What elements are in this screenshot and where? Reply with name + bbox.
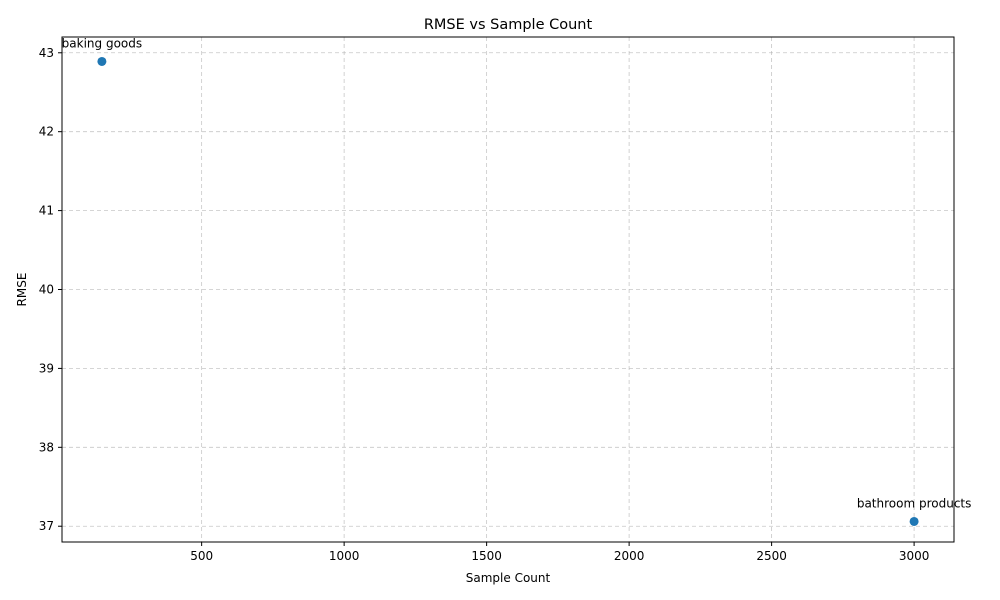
- x-tick-label: 2000: [614, 549, 645, 563]
- y-tick-label: 43: [39, 46, 54, 60]
- point-annotations: baking goods bathroom products: [62, 36, 972, 510]
- y-tick-label: 37: [39, 519, 54, 533]
- y-tick-label: 39: [39, 361, 54, 375]
- grid-lines: [62, 37, 954, 542]
- y-tick-label: 42: [39, 125, 54, 139]
- chart-title: RMSE vs Sample Count: [424, 17, 593, 33]
- x-tick-label: 500: [190, 549, 213, 563]
- point-label: baking goods: [62, 36, 142, 50]
- scatter-point: [97, 56, 107, 66]
- y-tick-label: 41: [39, 204, 54, 218]
- scatter-point: [909, 516, 919, 526]
- x-axis-ticks: 500 1000 1500 2000 2500 3000: [190, 542, 929, 563]
- y-axis-ticks: 37 38 39 40 41 42 43: [39, 46, 62, 533]
- data-points: [97, 56, 919, 526]
- y-tick-label: 40: [39, 283, 54, 297]
- x-tick-label: 2500: [756, 549, 787, 563]
- y-axis-title: RMSE: [15, 273, 29, 307]
- x-tick-label: 3000: [899, 549, 930, 563]
- x-tick-label: 1500: [471, 549, 502, 563]
- y-tick-label: 38: [39, 440, 54, 454]
- point-label: bathroom products: [857, 496, 972, 510]
- x-tick-label: 1000: [329, 549, 360, 563]
- x-axis-title: Sample Count: [466, 571, 551, 585]
